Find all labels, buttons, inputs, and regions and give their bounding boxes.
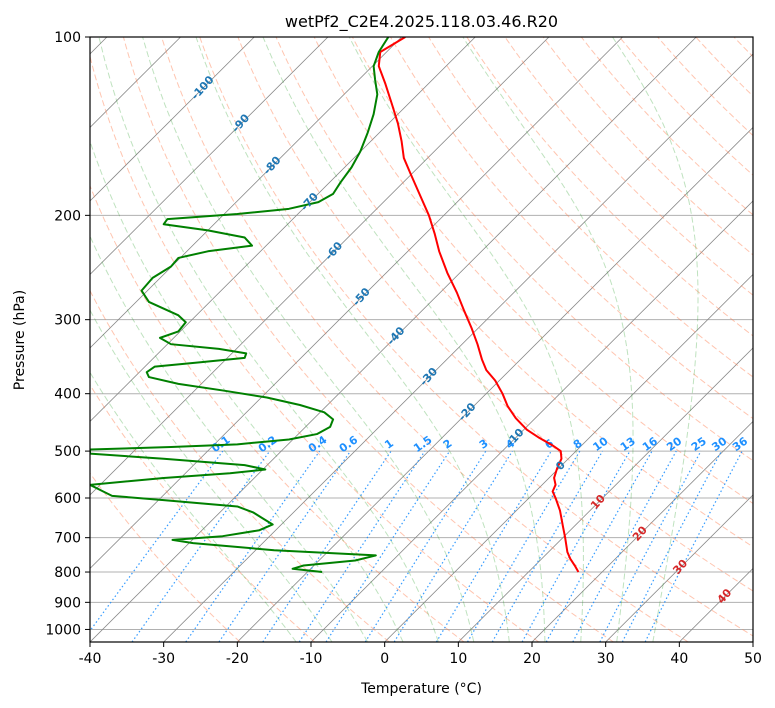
y-tick-label: 800 xyxy=(54,565,81,581)
sounding-profiles xyxy=(90,37,580,574)
moist-adiabat xyxy=(98,37,439,642)
y-tick-label: 600 xyxy=(54,491,81,507)
dry-adiabat xyxy=(390,37,753,420)
moist-adiabat xyxy=(262,37,546,642)
moist-adiabat xyxy=(195,37,510,642)
dry-adiabat xyxy=(580,37,753,216)
dry-adiabat xyxy=(619,37,753,176)
mixing-ratio-line xyxy=(131,450,271,642)
x-tick-label: -20 xyxy=(226,651,249,667)
skewed-isotherm xyxy=(237,126,753,642)
mixing-ratio-line xyxy=(262,450,392,642)
x-tick-label: -10 xyxy=(300,651,323,667)
skewed-isotherm xyxy=(90,37,623,570)
dry-adiabat xyxy=(657,37,753,137)
dry-adiabats xyxy=(90,37,753,642)
mixing-ratio-line xyxy=(298,450,426,642)
skewed-isotherm xyxy=(90,37,697,642)
skewed-isotherm xyxy=(90,37,255,202)
skewed-isotherm xyxy=(384,273,753,642)
dry-adiabat xyxy=(237,37,753,592)
dry-adiabat xyxy=(466,37,753,337)
y-tick-label: 100 xyxy=(54,30,81,46)
dry-adiabat xyxy=(161,37,689,642)
moist-adiabat xyxy=(462,37,634,642)
dry-adiabat xyxy=(351,37,753,462)
skewed-isotherm xyxy=(90,37,476,423)
moist-adiabat xyxy=(90,309,333,642)
y-tick-label: 1000 xyxy=(45,622,81,638)
dry-adiabat xyxy=(428,37,753,378)
skewed-isotherm xyxy=(90,37,329,275)
mixing-ratio-line xyxy=(90,450,224,632)
mixing-ratio-line xyxy=(545,450,653,642)
moist-adiabat xyxy=(90,234,369,642)
moist-adiabat xyxy=(348,37,584,642)
moist-adiabat xyxy=(612,37,699,642)
mixing-ratio-line xyxy=(325,450,451,642)
x-tick-label: 50 xyxy=(744,651,762,667)
mixing-ratio-line xyxy=(644,450,743,642)
skewed-isotherms xyxy=(90,37,753,642)
y-tick-label: 200 xyxy=(54,208,81,224)
axes: -40 -30 -20 -10 0 10 20 30 40 50 100 200 300 400 500 60… xyxy=(45,30,762,667)
moist-adiabat xyxy=(142,37,475,642)
skewed-isotherm xyxy=(310,200,753,642)
skewed-isotherm xyxy=(605,494,753,642)
mixing-ratio-line xyxy=(218,450,351,642)
dry-adiabat xyxy=(90,383,316,642)
mixing-ratio-line xyxy=(364,450,487,642)
skewed-isotherm xyxy=(458,347,753,642)
skewed-isotherm xyxy=(90,37,402,349)
x-tick-label: 20 xyxy=(523,651,541,667)
y-tick-label: 700 xyxy=(54,531,81,547)
x-axis-title: Temperature (°C) xyxy=(360,681,482,697)
x-tick-label: 0 xyxy=(380,651,389,667)
dry-adiabat xyxy=(275,37,753,548)
mixing-ratio-line xyxy=(393,450,513,642)
skewed-isotherm xyxy=(531,420,753,642)
dry-adiabat xyxy=(90,54,540,642)
y-tick-label: 900 xyxy=(54,595,81,611)
x-tick-label: 30 xyxy=(597,651,615,667)
mixing-ratio-line xyxy=(572,450,677,642)
dry-adiabat xyxy=(122,37,614,642)
skewed-isotherm xyxy=(90,37,550,496)
y-tick-label: 300 xyxy=(54,313,81,329)
y-tick-label: 500 xyxy=(54,444,81,460)
y-tick-label: 400 xyxy=(54,387,81,403)
temperature-profile-line xyxy=(377,37,580,573)
dry-adiabat xyxy=(542,37,753,256)
x-tick-label: 10 xyxy=(449,651,467,667)
mixing-ratio-line xyxy=(185,450,321,642)
dry-adiabat xyxy=(504,37,753,296)
skewed-isotherm xyxy=(163,53,753,642)
dewpoint-profile-line xyxy=(90,37,390,574)
x-tick-label: 40 xyxy=(670,651,688,667)
x-tick-label: -30 xyxy=(152,651,175,667)
dry-adiabat xyxy=(90,184,465,642)
x-tick-label: -40 xyxy=(79,651,102,667)
moist-adiabats xyxy=(90,37,699,642)
plot-frame xyxy=(89,36,754,643)
mixing-ratio-line xyxy=(521,450,631,642)
moist-adiabat xyxy=(90,139,404,642)
dry-adiabat xyxy=(199,37,753,637)
y-axis-title: Pressure (hPa) xyxy=(12,290,28,390)
chart-title: wetPf2_C2E4.2025.118.03.46.R20 xyxy=(285,12,558,32)
